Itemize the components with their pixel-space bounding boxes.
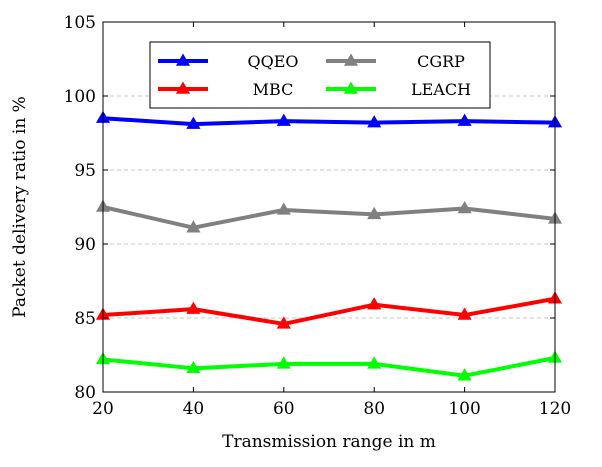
legend-item-cgrp: CGRP bbox=[326, 52, 465, 71]
grid-layer bbox=[103, 95, 555, 319]
x-tick-label-0: 20 bbox=[92, 399, 114, 419]
x-axis-label: Transmission range in m bbox=[222, 432, 436, 452]
data-point-cgrp-4 bbox=[457, 200, 472, 214]
data-point-mbc-2 bbox=[276, 316, 291, 329]
series-mbc bbox=[95, 291, 563, 329]
legend-label-qqeo: QQEO bbox=[247, 52, 298, 71]
series-line-leach bbox=[102, 355, 556, 378]
legend-item-mbc: MBC bbox=[158, 80, 293, 99]
legend-swatch-marker-leach bbox=[343, 81, 359, 94]
data-point-cgrp-1 bbox=[186, 220, 201, 233]
data-point-qqeo-2 bbox=[276, 113, 291, 126]
data-point-cgrp-3 bbox=[367, 206, 382, 220]
data-point-mbc-4 bbox=[457, 307, 472, 320]
data-point-qqeo-3 bbox=[367, 115, 382, 128]
x-tick-label-3: 80 bbox=[363, 399, 385, 419]
data-point-leach-3 bbox=[367, 356, 382, 369]
series-qqeo bbox=[95, 110, 563, 129]
data-point-leach-4 bbox=[457, 368, 472, 381]
series-line-mbc bbox=[102, 296, 556, 326]
legend-item-qqeo: QQEO bbox=[158, 52, 299, 71]
y-tick-label-2: 90 bbox=[74, 235, 96, 255]
data-point-mbc-3 bbox=[367, 297, 382, 310]
data-point-cgrp-2 bbox=[276, 202, 291, 215]
legend-swatch-marker-cgrp bbox=[343, 53, 359, 66]
data-point-mbc-1 bbox=[186, 301, 201, 314]
legend-box bbox=[149, 41, 491, 109]
data-point-qqeo-1 bbox=[186, 116, 201, 129]
legend-label-cgrp: CGRP bbox=[417, 52, 465, 71]
x-tick-label-5: 120 bbox=[539, 399, 571, 419]
data-point-qqeo-4 bbox=[457, 113, 472, 126]
x-tick-label-1: 40 bbox=[183, 399, 205, 419]
series-line-cgrp bbox=[102, 205, 556, 230]
data-point-leach-2 bbox=[276, 356, 291, 369]
y-tick-label-4: 100 bbox=[64, 87, 96, 107]
y-tick-label-5: 105 bbox=[64, 13, 96, 33]
data-point-leach-1 bbox=[186, 360, 201, 374]
legend-label-mbc: MBC bbox=[253, 80, 294, 99]
y-tick-label-0: 80 bbox=[74, 383, 96, 403]
y-axis-label: Packet delivery ratio in % bbox=[10, 96, 30, 318]
series-leach bbox=[95, 350, 563, 381]
legend: QQEO CGRP MBC LEACH bbox=[149, 41, 491, 109]
y-tick-label-1: 85 bbox=[74, 309, 96, 329]
x-tick-label-4: 100 bbox=[448, 399, 480, 419]
tick-layer: 80 85 90 95 100 105 20 40 60 80 100 120 bbox=[64, 13, 572, 419]
series-layer bbox=[95, 110, 563, 381]
x-tick-label-2: 60 bbox=[273, 399, 295, 419]
series-cgrp bbox=[95, 199, 563, 233]
plot-frame bbox=[102, 21, 556, 393]
series-line-qqeo bbox=[102, 116, 556, 127]
legend-label-leach: LEACH bbox=[411, 80, 471, 99]
legend-swatch-marker-mbc bbox=[175, 81, 191, 94]
y-tick-label-3: 95 bbox=[74, 161, 96, 181]
legend-item-leach: LEACH bbox=[326, 80, 471, 99]
legend-swatch-marker-qqeo bbox=[175, 53, 191, 66]
